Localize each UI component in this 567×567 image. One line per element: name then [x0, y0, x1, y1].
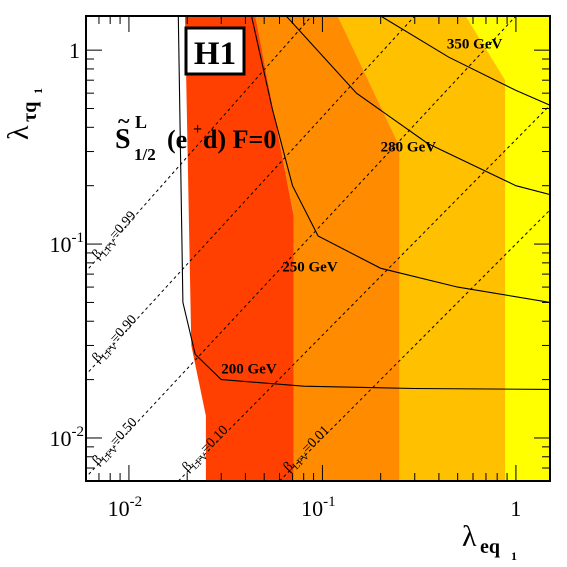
leptoquark-tilde: ~: [118, 108, 130, 133]
x-axis-label: λ eq 1: [462, 520, 517, 563]
x-axis-label-main: λ: [462, 520, 477, 553]
beta-line-label-2: βLFV=0.50: [90, 415, 143, 470]
mass-contours: [177, 16, 550, 390]
beta-line-label-0: βLFV=0.99: [90, 209, 142, 265]
mass-contour-label-2: 280 GeV: [381, 140, 437, 156]
mass-contour-0: [177, 16, 550, 390]
leptoquark-superscript: L: [135, 112, 147, 132]
beta-line-1: [88, 16, 416, 372]
leptoquark-process-end: d) F=0: [203, 125, 276, 154]
mass-contour-3: [380, 16, 550, 106]
y-axis-label-main: λ: [2, 125, 35, 140]
y-axis-label: λ τq 1: [2, 88, 45, 140]
x-tick-label-0: 10-2: [108, 494, 143, 521]
exclusion-region-1: [337, 16, 506, 481]
x-tick-label-1: 10-1: [301, 494, 336, 521]
y-axis-label-subsub: 1: [31, 88, 45, 94]
beta-line-4: [279, 209, 550, 481]
y-tick-label-2: 1: [69, 38, 80, 63]
leptoquark-subscript: 1/2: [134, 145, 156, 164]
beta-line-3: [177, 104, 550, 481]
beta-line-0: [88, 16, 313, 269]
y-axis-label-sub: τq: [19, 102, 41, 122]
exclusion-region-2: [255, 16, 400, 481]
mass-contour-1: [250, 16, 550, 303]
beta-line-2: [88, 16, 517, 475]
leptoquark-symbol: S: [115, 124, 131, 155]
exclusion-region-0: [465, 16, 550, 481]
x-tick-label-2: 1: [510, 496, 521, 521]
tick-labels: 10-2 10-1 1 10-2 10-1 1: [50, 38, 522, 521]
mass-contour-label-1: 250 GeV: [282, 260, 338, 276]
leptoquark-process: (e: [167, 125, 187, 154]
y-tick-label-0: 10-2: [50, 424, 85, 451]
beta-line-label-1: βLFV=0.90: [90, 312, 143, 367]
leptoquark-process-sup: +: [193, 121, 202, 138]
experiment-label: H1: [194, 36, 236, 72]
mass-contour-label-0: 200 GeV: [221, 362, 277, 378]
mass-contour-labels: 200 GeV 250 GeV 280 GeV 350 GeV: [221, 36, 502, 377]
exclusion-region-3: [185, 16, 294, 481]
x-axis-label-sub: eq: [480, 536, 500, 558]
exclusion-regions: [185, 16, 550, 481]
y-tick-label-1: 10-1: [50, 230, 85, 257]
x-axis-label-subsub: 1: [511, 549, 517, 563]
mass-contour-label-3: 350 GeV: [447, 36, 503, 52]
experiment-label-box: H1: [184, 26, 246, 76]
beta-lfv-lines: [88, 16, 550, 481]
plot-frame: [85, 15, 551, 482]
leptoquark-label: ~ S L 1/2 (e + d) F=0: [115, 108, 276, 164]
mass-contour-2: [285, 16, 550, 196]
